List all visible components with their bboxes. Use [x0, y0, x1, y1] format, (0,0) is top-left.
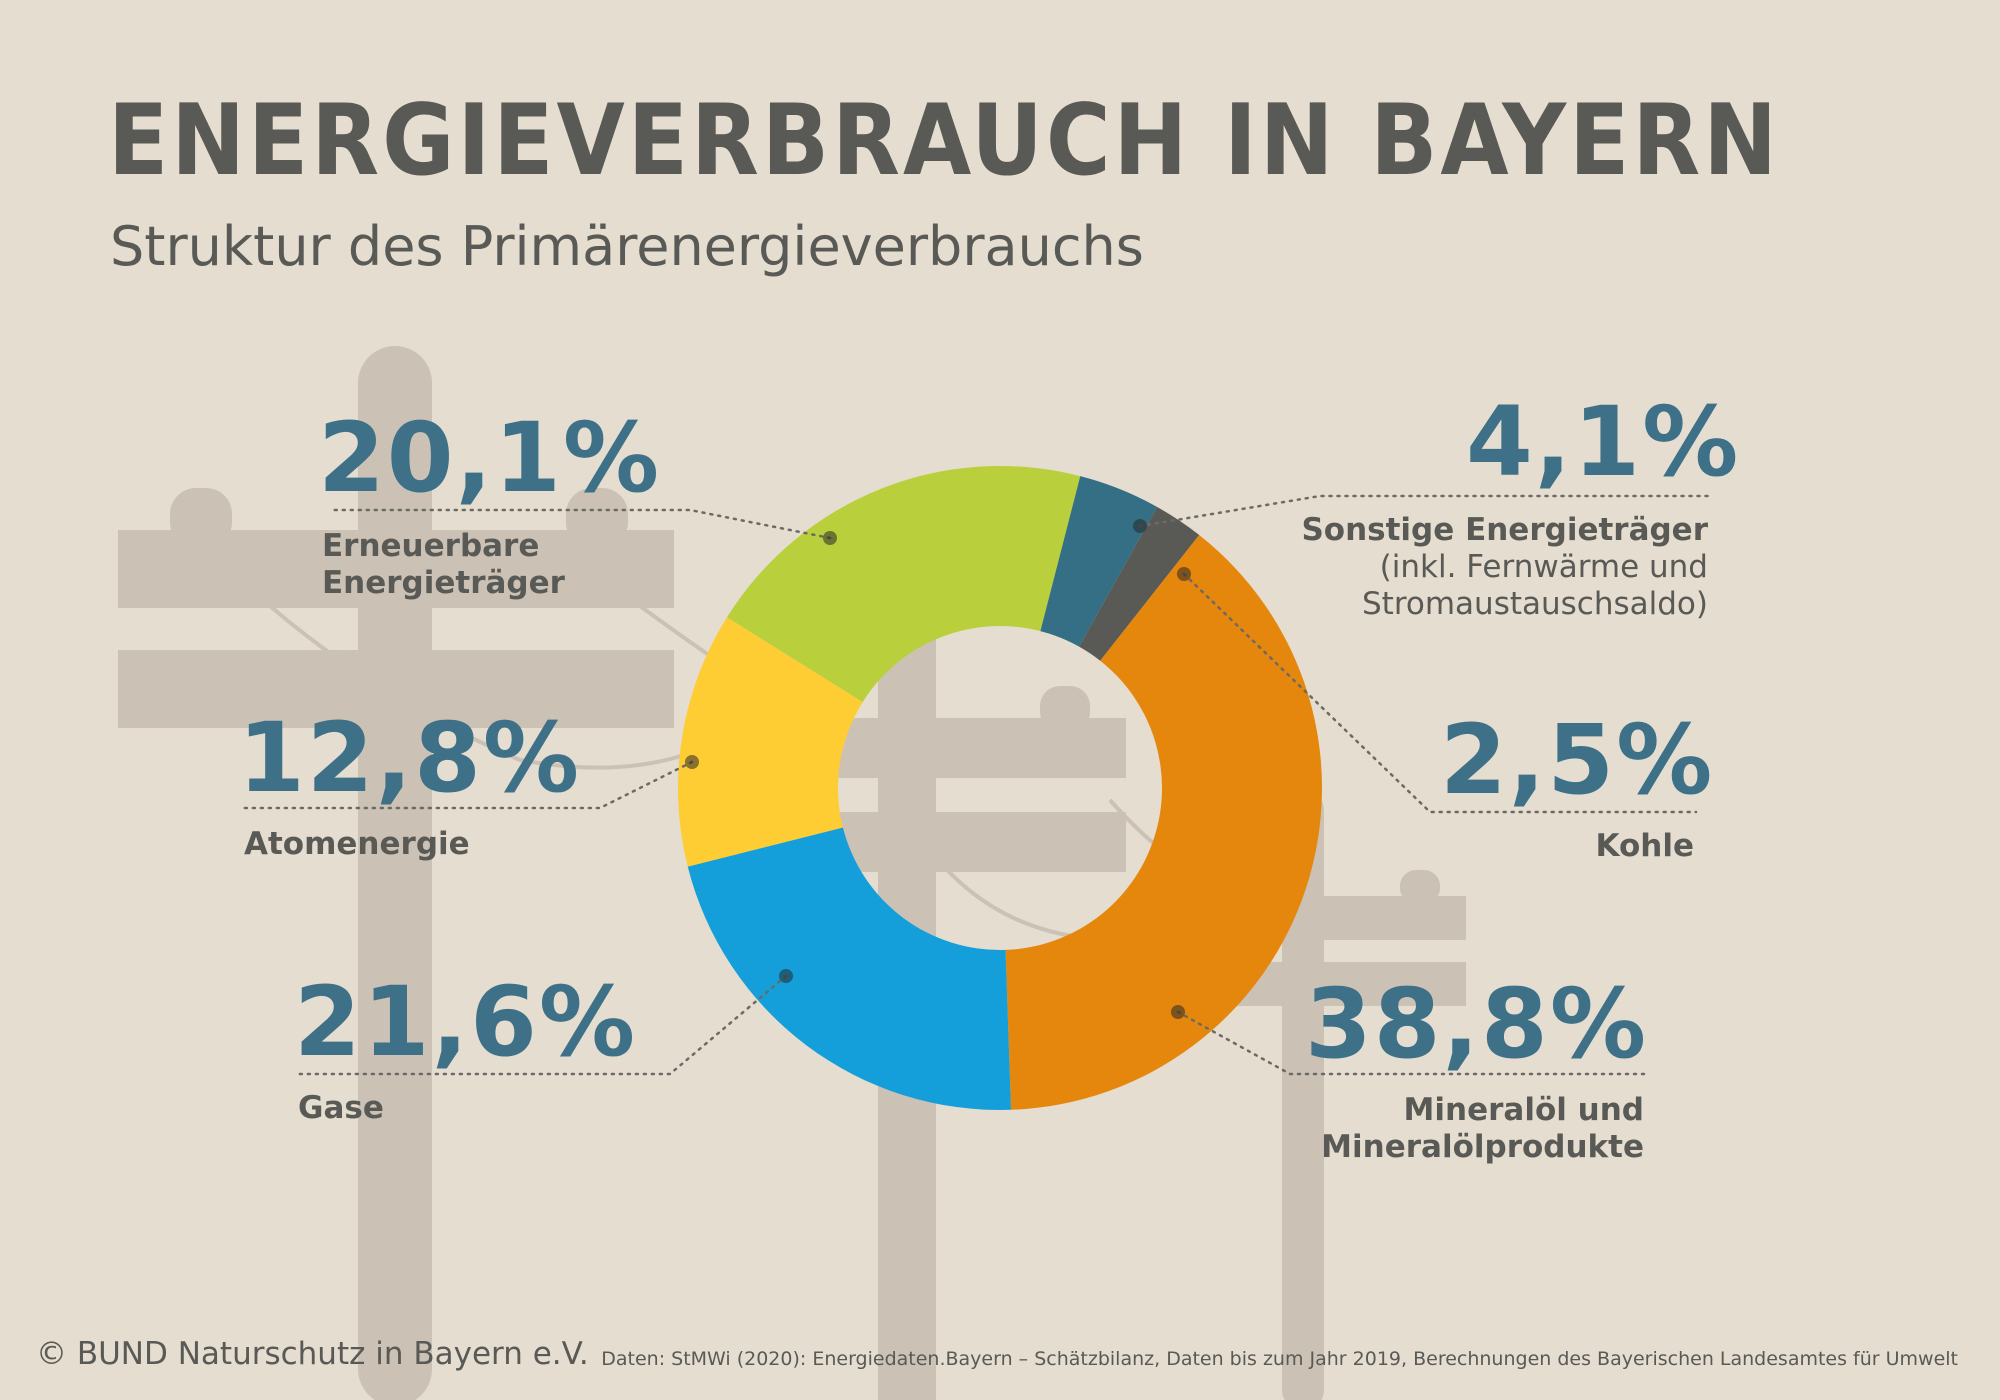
- leader-dot-0: [823, 531, 837, 545]
- gase-label: Gase: [298, 1090, 384, 1126]
- donut-slice-3: [1005, 535, 1322, 1110]
- erneuerbare-label-line1: Erneuerbare: [322, 528, 540, 564]
- sonstige-label: Sonstige Energieträger (inkl. Fernwärme …: [1300, 512, 1708, 623]
- donut-slice-4: [687, 827, 1012, 1110]
- erneuerbare-percent: 20,1%: [318, 402, 662, 514]
- erneuerbare-label: Erneuerbare Energieträger: [322, 528, 565, 602]
- erneuerbare-label-line2: Energieträger: [322, 565, 565, 601]
- leader-line-1: [1138, 494, 1710, 528]
- data-source-note: Daten: StMWi (2020): Energiedaten.Bayern…: [601, 1348, 1958, 1370]
- mineraloel-label-line1: Mineralöl und: [1403, 1092, 1644, 1128]
- atom-percent: 12,8%: [238, 702, 582, 814]
- leader-dot-2: [1177, 567, 1191, 581]
- page-subtitle: Struktur des Primärenergieverbrauchs: [110, 215, 1144, 278]
- sonstige-label-line2: (inkl. Fernwärme und: [1379, 549, 1708, 585]
- mineraloel-label-line2: Mineralölprodukte: [1321, 1129, 1644, 1165]
- donut-slice-1: [1040, 476, 1158, 647]
- leader-line-5: [242, 760, 694, 810]
- leader-dot-4: [779, 969, 793, 983]
- leader-dot-3: [1171, 1005, 1185, 1019]
- leader-dot-1: [1133, 519, 1147, 533]
- leader-line-3: [1176, 1010, 1646, 1076]
- page-title: ENERGIEVERBRAUCH IN BAYERN: [108, 84, 1781, 198]
- atom-label: Atomenergie: [244, 826, 470, 862]
- kohle-percent: 2,5%: [1440, 704, 1715, 816]
- leader-line-2: [1182, 572, 1698, 814]
- copyright-notice: © BUND Naturschutz in Bayern e.V.: [36, 1336, 589, 1372]
- mineraloel-label: Mineralöl und Mineralölprodukte: [1300, 1092, 1644, 1166]
- leader-dot-5: [685, 755, 699, 769]
- gase-percent: 21,6%: [294, 966, 638, 1078]
- sonstige-label-line1: Sonstige Energieträger: [1301, 512, 1708, 548]
- donut-slice-5: [678, 617, 863, 867]
- sonstige-percent: 4,1%: [1466, 386, 1741, 498]
- mineraloel-percent: 38,8%: [1304, 968, 1648, 1080]
- donut-slice-2: [1079, 506, 1200, 661]
- sonstige-label-line3: Stromaustauschsaldo): [1362, 586, 1708, 622]
- leader-line-0: [328, 508, 832, 540]
- kohle-label: Kohle: [1595, 828, 1695, 864]
- donut-slice-0: [726, 466, 1081, 703]
- leader-line-4: [296, 974, 788, 1076]
